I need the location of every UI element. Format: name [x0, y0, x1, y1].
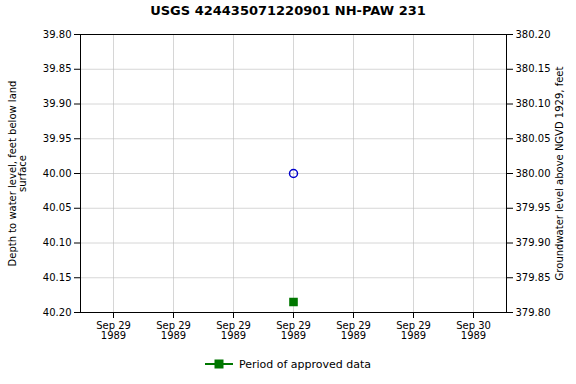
svg-text:40.20: 40.20	[43, 307, 72, 318]
svg-text:380.20: 380.20	[516, 29, 551, 40]
svg-text:40.15: 40.15	[43, 272, 72, 283]
svg-text:40.00: 40.00	[43, 168, 72, 179]
svg-text:380.15: 380.15	[516, 63, 551, 74]
svg-text:Sep 291989: Sep 291989	[276, 320, 311, 341]
svg-text:380.10: 380.10	[516, 98, 551, 109]
html-text:Period of approved data: Period of approved data	[238, 357, 372, 371]
svg-text:379.80: 379.80	[516, 307, 551, 318]
svg-text:Sep 291989: Sep 291989	[96, 320, 131, 341]
svg-text:380.05: 380.05	[516, 133, 551, 144]
svg-text:Sep 291989: Sep 291989	[336, 320, 371, 341]
html-text:USGS 424435071220901 NH-PAW 23: USGS 424435071220901 NH-PAW 231	[150, 3, 426, 18]
svg-text:380.00: 380.00	[516, 168, 551, 179]
svg-text:379.95: 379.95	[516, 202, 551, 213]
svg-text:Sep 301989: Sep 301989	[456, 320, 491, 341]
svg-text:39.95: 39.95	[43, 133, 72, 144]
svg-text:Groundwater level above NGVD 1: Groundwater level above NGVD 1929, feet	[554, 67, 565, 281]
svg-text:39.80: 39.80	[43, 29, 72, 40]
svg-text:379.90: 379.90	[516, 237, 551, 248]
svg-text:39.90: 39.90	[43, 98, 72, 109]
svg-text:Sep 291989: Sep 291989	[156, 320, 191, 341]
svg-text:40.05: 40.05	[43, 202, 72, 213]
svg-text:Depth to water level, feet bel: Depth to water level, feet below landsur…	[7, 81, 28, 267]
svg-text:39.85: 39.85	[43, 63, 72, 74]
svg-text:379.85: 379.85	[516, 272, 551, 283]
svg-text:40.10: 40.10	[43, 237, 72, 248]
svg-text:Sep 291989: Sep 291989	[216, 320, 251, 341]
svg-text:Sep 291989: Sep 291989	[396, 320, 431, 341]
